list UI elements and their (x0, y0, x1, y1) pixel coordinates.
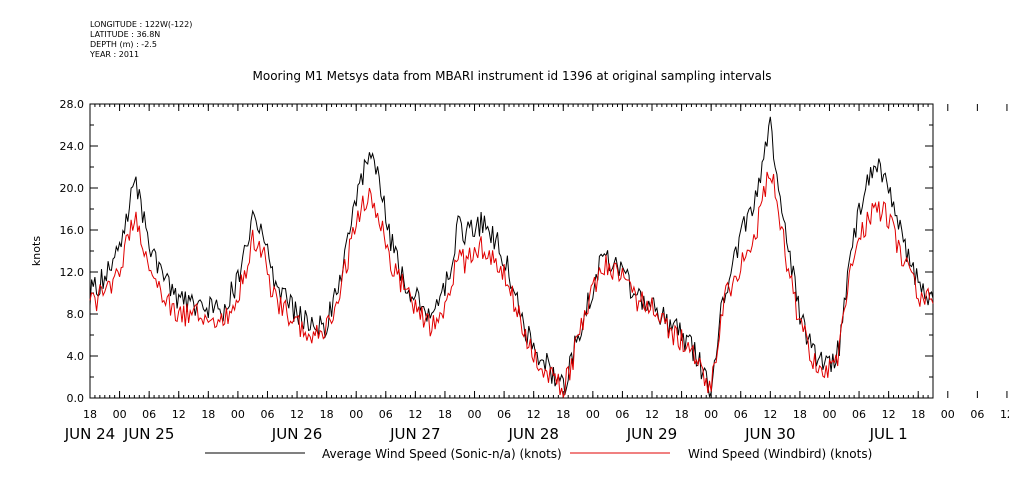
day-label: JUN 24 (64, 425, 115, 443)
legend-label-sonic: Average Wind Speed (Sonic-n/a) (knots) (322, 447, 562, 461)
y-tick-label: 8.0 (67, 308, 85, 321)
plot-frame (89, 103, 934, 399)
x-tick-label: 12 (290, 408, 304, 421)
x-tick-label: 18 (793, 408, 807, 421)
x-tick-label: 06 (852, 408, 866, 421)
axis-ticks: 0.0 4.0 8.0 12.0 16.0 20.0 24.0 28.0 18 00 06 12 18 0… (60, 98, 1009, 443)
x-tick-label: 06 (970, 408, 984, 421)
x-tick-label: 00 (586, 408, 600, 421)
x-tick-label: 00 (349, 408, 363, 421)
x-tick-label: 12 (882, 408, 896, 421)
metadata-block: LONGITUDE : 122W(-122) LATITUDE : 36.8N … (90, 20, 192, 60)
x-tick-label: 06 (142, 408, 156, 421)
chart-title: Mooring M1 Metsys data from MBARI instru… (253, 69, 772, 83)
x-tick-label: 18 (911, 408, 925, 421)
year-label: YEAR : 2011 (90, 50, 140, 59)
y-tick-label: 16.0 (60, 224, 85, 237)
x-tick-label: 12 (1000, 408, 1009, 421)
x-tick-label: 12 (172, 408, 186, 421)
x-tick-label: 00 (704, 408, 718, 421)
x-tick-label: 06 (497, 408, 511, 421)
series-line-windbird (89, 171, 934, 399)
x-tick-label: 12 (645, 408, 659, 421)
series-layer (89, 116, 934, 399)
x-tick-label: 18 (83, 408, 97, 421)
legend: Average Wind Speed (Sonic-n/a) (knots) W… (205, 447, 872, 461)
x-tick-label: 00 (822, 408, 836, 421)
series-line-sonic (89, 116, 934, 399)
x-tick-label: 12 (527, 408, 541, 421)
day-label: JUN 29 (626, 425, 677, 443)
y-tick-label: 24.0 (60, 140, 85, 153)
x-tick-label: 06 (734, 408, 748, 421)
longitude-label: LONGITUDE : 122W(-122) (90, 20, 193, 29)
x-tick-label: 18 (675, 408, 689, 421)
day-label: JUN 26 (271, 425, 322, 443)
day-label: JUN 27 (389, 425, 440, 443)
day-label: JUL 1 (869, 425, 908, 443)
day-label: JUN 30 (744, 425, 795, 443)
x-tick-label: 00 (231, 408, 245, 421)
x-tick-label: 00 (468, 408, 482, 421)
x-tick-label: 18 (556, 408, 570, 421)
y-tick-label: 0.0 (67, 392, 85, 405)
x-tick-label: 18 (320, 408, 334, 421)
x-tick-label: 12 (763, 408, 777, 421)
x-tick-label: 06 (379, 408, 393, 421)
x-tick-label: 06 (260, 408, 274, 421)
y-tick-label: 4.0 (67, 350, 85, 363)
x-tick-label: 18 (201, 408, 215, 421)
legend-label-windbird: Wind Speed (Windbird) (knots) (688, 447, 872, 461)
x-tick-label: 18 (438, 408, 452, 421)
y-axis-label: knots (30, 236, 43, 266)
x-tick-label: 06 (615, 408, 629, 421)
day-label: JUN 25 (123, 425, 174, 443)
x-tick-label: 00 (113, 408, 127, 421)
x-tick-label: 12 (408, 408, 422, 421)
y-tick-label: 28.0 (60, 98, 85, 111)
day-label: JUN 28 (507, 425, 558, 443)
y-tick-label: 12.0 (60, 266, 85, 279)
y-tick-label: 20.0 (60, 182, 85, 195)
depth-label: DEPTH (m) : -2.5 (90, 40, 157, 49)
x-tick-label: 00 (941, 408, 955, 421)
latitude-label: LATITUDE : 36.8N (90, 30, 161, 39)
